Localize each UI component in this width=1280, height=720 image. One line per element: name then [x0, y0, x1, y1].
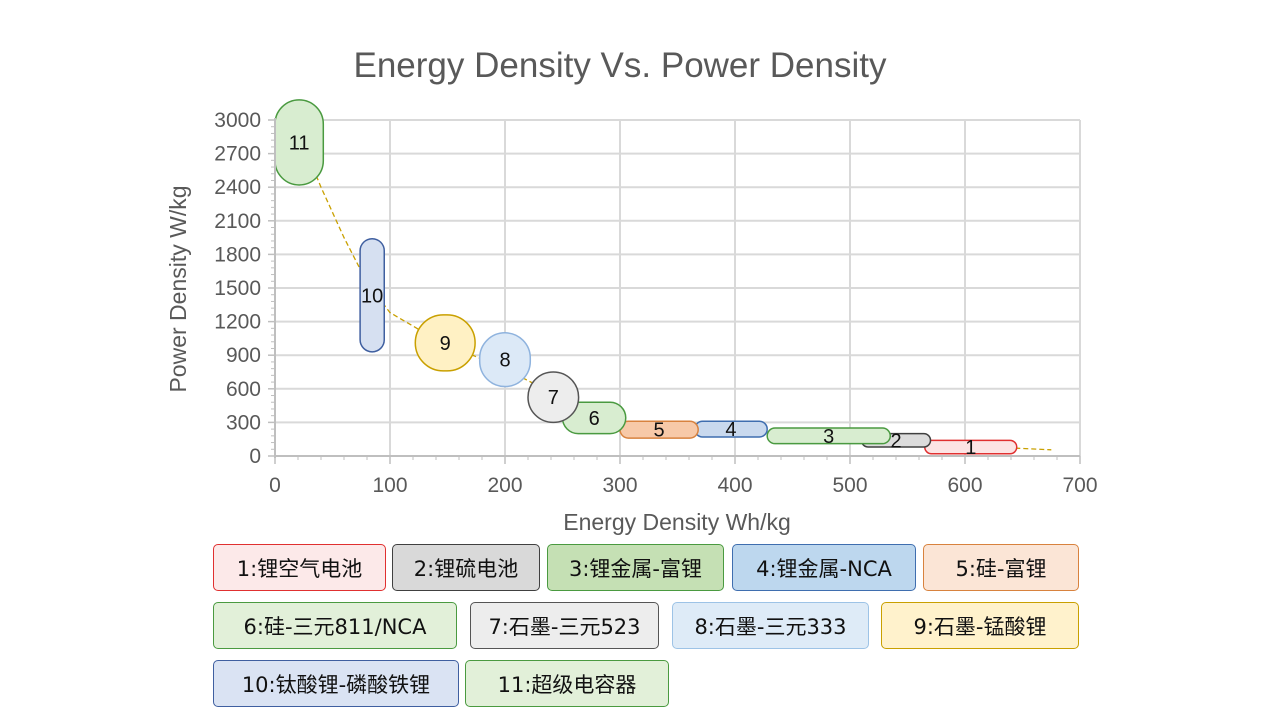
series-region-3: 3 [766, 426, 892, 448]
series-region-1: 1 [924, 437, 1018, 459]
x-tick-label: 300 [602, 474, 637, 497]
region-label-9: 9 [440, 333, 451, 355]
y-tick-label: 2700 [214, 143, 261, 166]
y-tick-label: 0 [249, 445, 261, 468]
y-axis-label: Power Density W/kg [165, 185, 191, 392]
legend-item-9: 9:石墨-锰酸锂 [881, 602, 1079, 649]
y-tick-label: 1200 [214, 311, 261, 334]
region-label-10: 10 [361, 285, 383, 307]
region-label-4: 4 [725, 419, 736, 441]
y-tick-label: 600 [226, 378, 261, 401]
series-region-4: 4 [694, 419, 768, 441]
x-tick-label: 100 [372, 474, 407, 497]
legend-item-4: 4:锂金属-NCA [732, 544, 916, 591]
trend-line-layer [297, 130, 1052, 451]
chart-title: Energy Density Vs. Power Density [354, 46, 887, 85]
legend-item-1: 1:锂空气电池 [213, 544, 386, 591]
legend-item-11: 11:超级电容器 [465, 660, 669, 707]
region-label-8: 8 [499, 350, 510, 372]
grid [274, 119, 1081, 457]
region-label-5: 5 [654, 420, 665, 442]
series-region-10: 10 [359, 237, 386, 353]
x-tick-label: 200 [487, 474, 522, 497]
y-tick-label: 1800 [214, 243, 261, 266]
series-region-7: 7 [527, 371, 580, 424]
legend-item-8: 8:石墨-三元333 [672, 602, 869, 649]
region-label-7: 7 [548, 387, 559, 409]
y-tick-label: 1500 [214, 277, 261, 300]
region-label-2: 2 [890, 430, 901, 452]
region-label-6: 6 [589, 408, 600, 430]
region-shape-3 [766, 427, 892, 445]
series-regions: 1 2 3 4 5 6 7 8 9 10 11 [274, 99, 1018, 459]
region-shape-10 [359, 237, 386, 353]
trend-line [297, 130, 1052, 451]
x-tick-label: 600 [947, 474, 982, 497]
region-shape-9 [414, 314, 476, 372]
x-axis-label: Energy Density Wh/kg [563, 509, 791, 535]
x-tick-label: 700 [1062, 474, 1097, 497]
legend-item-7: 7:石墨-三元523 [470, 602, 659, 649]
y-tick-label: 3000 [214, 109, 261, 132]
x-tick-label: 500 [832, 474, 867, 497]
region-label-1: 1 [965, 437, 976, 459]
legend-item-2: 2:锂硫电池 [392, 544, 540, 591]
series-region-9: 9 [414, 314, 476, 372]
region-shape-8 [478, 332, 532, 388]
series-region-5: 5 [619, 420, 699, 442]
region-label-11: 11 [289, 132, 310, 154]
region-label-3: 3 [823, 426, 834, 448]
y-tick-label: 300 [226, 411, 261, 434]
legend-item-5: 5:硅-富锂 [923, 544, 1079, 591]
series-region-11: 11 [274, 99, 325, 186]
series-region-8: 8 [478, 332, 532, 388]
x-tick-label: 400 [717, 474, 752, 497]
region-shape-7 [527, 371, 580, 424]
legend-item-3: 3:锂金属-富锂 [547, 544, 724, 591]
legend-item-10: 10:钛酸锂-磷酸铁锂 [213, 660, 459, 707]
y-tick-label: 2100 [214, 210, 261, 233]
energy-power-chart: Energy Density Vs. Power Density 1 2 3 4 5 6 7… [165, 46, 1098, 535]
y-tick-label: 900 [226, 344, 261, 367]
y-tick-label: 2400 [214, 176, 261, 199]
x-tick-label: 0 [269, 474, 281, 497]
legend-item-6: 6:硅-三元811/NCA [213, 602, 457, 649]
